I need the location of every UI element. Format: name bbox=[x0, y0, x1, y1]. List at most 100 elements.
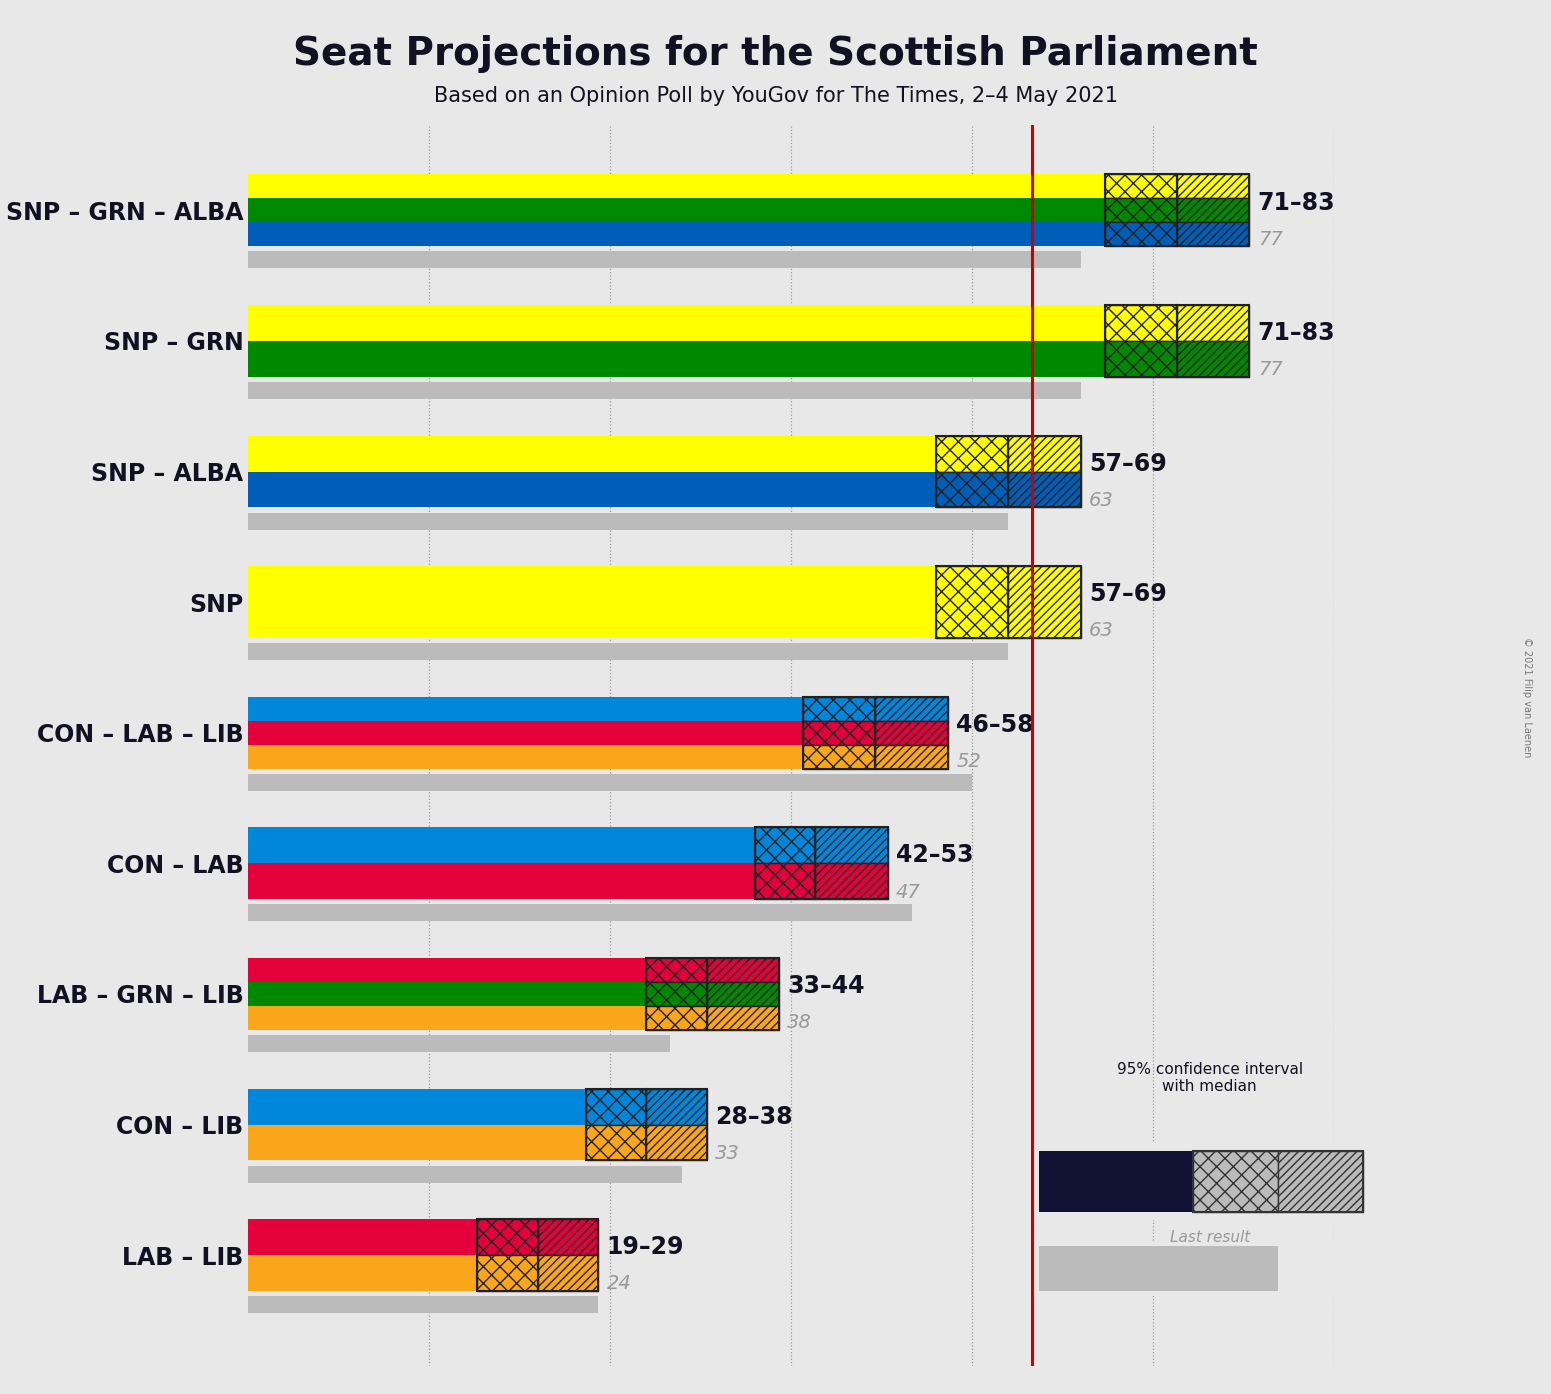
Bar bbox=[1008, 566, 1081, 638]
Bar bbox=[248, 1165, 682, 1182]
Bar bbox=[1177, 305, 1250, 342]
Bar bbox=[1104, 305, 1177, 376]
Bar bbox=[707, 1006, 779, 1030]
Bar bbox=[586, 1089, 647, 1125]
Text: 28–38: 28–38 bbox=[715, 1104, 793, 1129]
Bar bbox=[935, 436, 1008, 507]
Bar bbox=[707, 981, 779, 1006]
Bar bbox=[1177, 198, 1250, 222]
Bar bbox=[1177, 222, 1250, 247]
Bar bbox=[586, 1125, 647, 1160]
Bar bbox=[586, 1089, 647, 1160]
Bar bbox=[1104, 342, 1177, 376]
Bar bbox=[875, 697, 948, 721]
Bar bbox=[1104, 174, 1177, 247]
Bar bbox=[248, 1125, 586, 1160]
Bar bbox=[1008, 436, 1081, 507]
Text: Last result: Last result bbox=[1169, 1230, 1250, 1245]
Text: 57–69: 57–69 bbox=[1089, 452, 1166, 475]
Bar bbox=[248, 958, 647, 981]
Text: Seat Projections for the Scottish Parliament: Seat Projections for the Scottish Parlia… bbox=[293, 35, 1258, 72]
Bar bbox=[647, 1089, 707, 1125]
Text: Based on an Opinion Poll by YouGov for The Times, 2–4 May 2021: Based on an Opinion Poll by YouGov for T… bbox=[433, 86, 1118, 106]
Bar bbox=[248, 697, 803, 721]
Text: 19–29: 19–29 bbox=[606, 1235, 684, 1259]
Bar bbox=[935, 471, 1008, 507]
Bar bbox=[1104, 305, 1177, 342]
Bar bbox=[1104, 222, 1177, 247]
Text: 63: 63 bbox=[1089, 622, 1114, 640]
Text: 57–69: 57–69 bbox=[1089, 583, 1166, 606]
Bar bbox=[538, 1220, 599, 1291]
Bar bbox=[478, 1220, 538, 1291]
Bar bbox=[875, 744, 948, 768]
Bar bbox=[248, 305, 1104, 342]
Text: 38: 38 bbox=[788, 1013, 813, 1032]
Bar bbox=[248, 1089, 586, 1125]
Bar bbox=[647, 981, 707, 1006]
Bar bbox=[647, 1089, 707, 1160]
Bar bbox=[248, 471, 935, 507]
Text: 42–53: 42–53 bbox=[896, 843, 974, 867]
Bar bbox=[248, 342, 1104, 376]
Bar bbox=[1008, 436, 1081, 471]
Bar bbox=[816, 828, 887, 863]
Bar bbox=[1104, 198, 1177, 222]
Bar bbox=[707, 958, 779, 1030]
Bar bbox=[248, 174, 1104, 198]
Bar bbox=[248, 905, 912, 921]
Bar bbox=[1039, 1246, 1278, 1291]
Bar bbox=[538, 1255, 599, 1291]
Text: 33: 33 bbox=[715, 1143, 740, 1163]
Text: 24: 24 bbox=[606, 1274, 631, 1294]
Text: 63: 63 bbox=[1089, 491, 1114, 510]
Bar bbox=[248, 198, 1104, 222]
Bar bbox=[248, 1220, 478, 1255]
Bar bbox=[1278, 1151, 1363, 1211]
Bar bbox=[248, 513, 1008, 530]
Bar bbox=[803, 721, 875, 744]
Bar bbox=[875, 697, 948, 768]
Bar bbox=[816, 828, 887, 899]
Bar bbox=[647, 1006, 707, 1030]
Bar bbox=[248, 863, 755, 899]
Text: 46–58: 46–58 bbox=[957, 712, 1035, 737]
Bar bbox=[1193, 1151, 1278, 1211]
Bar bbox=[803, 744, 875, 768]
Text: 77: 77 bbox=[1258, 230, 1283, 248]
Bar bbox=[1177, 342, 1250, 376]
Bar bbox=[1039, 1151, 1193, 1211]
Bar bbox=[1008, 471, 1081, 507]
Bar bbox=[935, 566, 1008, 638]
Bar bbox=[816, 863, 887, 899]
Bar bbox=[1177, 174, 1250, 198]
Bar bbox=[248, 744, 803, 768]
Bar bbox=[478, 1255, 538, 1291]
Bar bbox=[755, 828, 816, 899]
Bar bbox=[248, 1006, 647, 1030]
Bar bbox=[803, 697, 875, 768]
Bar bbox=[248, 1296, 599, 1313]
Bar bbox=[248, 774, 972, 790]
Text: 71–83: 71–83 bbox=[1258, 321, 1335, 346]
Text: © 2021 Filip van Laenen: © 2021 Filip van Laenen bbox=[1523, 637, 1532, 757]
Text: 47: 47 bbox=[896, 882, 921, 902]
Bar bbox=[248, 1255, 478, 1291]
Text: 77: 77 bbox=[1258, 360, 1283, 379]
Bar bbox=[707, 958, 779, 981]
Bar bbox=[935, 436, 1008, 471]
Bar bbox=[248, 382, 1081, 399]
Bar bbox=[248, 643, 1008, 661]
Bar bbox=[647, 958, 707, 1030]
Bar bbox=[803, 697, 875, 721]
Bar bbox=[755, 863, 816, 899]
Bar bbox=[478, 1220, 538, 1255]
Bar bbox=[248, 222, 1104, 247]
Bar bbox=[875, 721, 948, 744]
Bar bbox=[647, 958, 707, 981]
Text: 95% confidence interval
with median: 95% confidence interval with median bbox=[1117, 1062, 1303, 1094]
Bar bbox=[647, 1125, 707, 1160]
Bar bbox=[1008, 566, 1081, 638]
Bar bbox=[935, 566, 1008, 638]
Bar bbox=[248, 981, 647, 1006]
